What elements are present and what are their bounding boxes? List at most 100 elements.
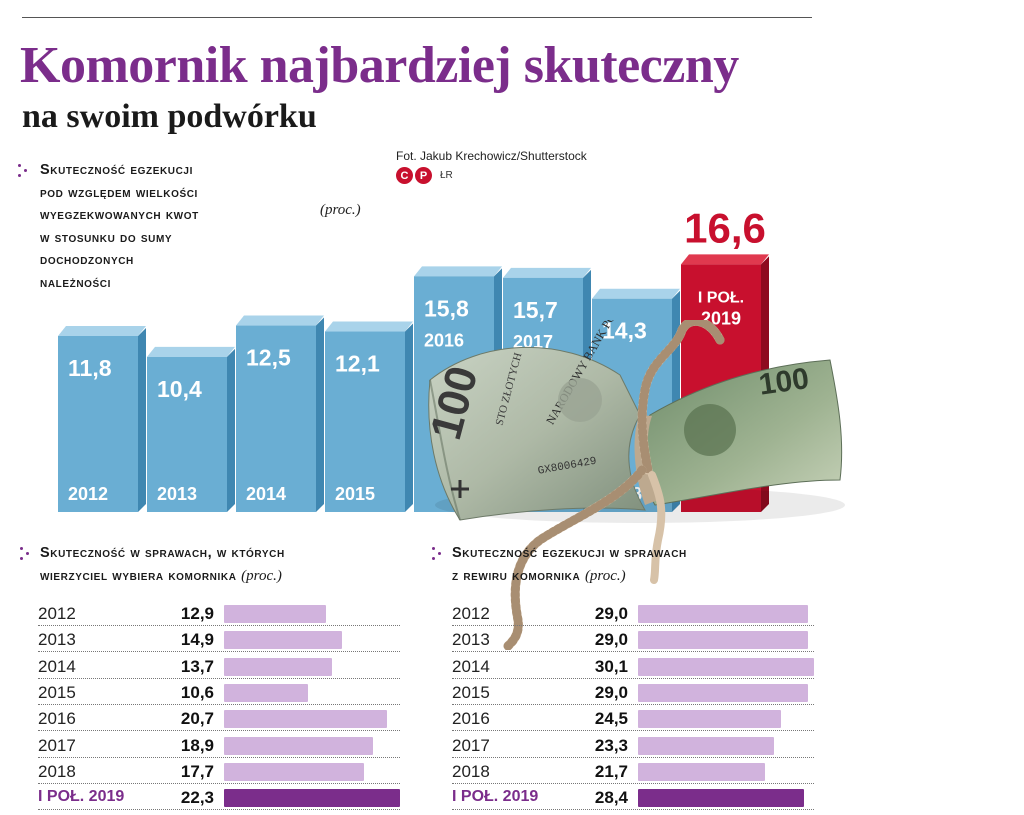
bar-category-label: 2013	[452, 630, 490, 650]
bar-front	[58, 336, 138, 512]
dotted-leader	[452, 625, 814, 626]
bar-row: 2016 20,7	[38, 709, 400, 732]
bar-row: 2017 18,9	[38, 736, 400, 758]
bar-top	[592, 288, 680, 299]
bar-top	[414, 266, 502, 277]
bar-category-label: 2018	[38, 761, 76, 781]
dotted-leader	[38, 703, 400, 705]
main-chart-title-line: w stosunku do sumy	[40, 229, 173, 246]
bar-row: 2014 30,1	[452, 657, 814, 679]
bar	[638, 605, 808, 623]
bar	[638, 631, 808, 650]
bar-category-label: 2016	[452, 709, 490, 729]
bar-row: 2016 24,5	[452, 709, 814, 732]
chart-right-unit: (proc.)	[584, 567, 626, 584]
bar-row: 2012 29,0	[452, 604, 814, 626]
bar	[224, 683, 308, 702]
bar-value-label: 12,5	[246, 345, 291, 371]
bar-row: 2018 21,7	[452, 762, 814, 784]
bar-row: 2018 17,7	[38, 762, 400, 784]
bar-front	[147, 356, 227, 512]
bar-top	[147, 346, 235, 357]
main-chart-title-line: pod względem wielkości	[40, 184, 198, 201]
bar	[224, 710, 388, 729]
copyright-icon: C	[396, 167, 413, 184]
bar-side	[405, 323, 413, 512]
dotted-leader	[38, 625, 400, 626]
chart-right: 2012 29,0 2013 29,0 2014 30,1 2015 29,0 2016 24,5…	[452, 604, 814, 814]
bullet-icon	[18, 164, 30, 178]
bar-value-label: 21,7	[594, 761, 628, 781]
dotted-leader	[452, 651, 814, 653]
bar-category-label: 2015	[38, 682, 76, 702]
bar-category-label: 2014	[452, 656, 490, 676]
bar	[224, 762, 364, 781]
chart-left-title-line1: Skuteczność w sprawach, w których	[40, 545, 285, 561]
dotted-leader	[452, 730, 814, 732]
bar-row: 2014 13,7	[38, 657, 400, 679]
dotted-leader	[452, 677, 814, 679]
bullet-icon	[20, 547, 32, 561]
bar-category-label: 2015	[335, 484, 375, 504]
phonogram-icon: P	[415, 167, 432, 184]
bar	[236, 315, 324, 512]
bar	[224, 736, 374, 755]
bar	[224, 657, 333, 676]
bar-row: I POŁ. 2019 28,4	[452, 788, 814, 811]
bar-category-label: 2012	[452, 604, 490, 623]
bar-front	[236, 325, 316, 512]
dotted-leader	[38, 730, 400, 732]
dotted-leader	[38, 809, 400, 811]
bar-row: 2015 29,0	[452, 683, 814, 705]
main-chart-title-line: należności	[40, 274, 111, 291]
bar-value-label: 17,7	[180, 761, 214, 781]
dotted-leader	[38, 651, 400, 653]
bar-category-label: 2017	[38, 735, 76, 755]
bar-category-label: I POŁ. 2019	[452, 788, 539, 806]
bar	[58, 326, 146, 512]
copyright-marks: C P ŁR	[396, 167, 453, 184]
bar-value-label: 13,7	[180, 656, 214, 676]
bar-value-label: 22,3	[180, 788, 214, 808]
bullet-icon	[432, 547, 444, 561]
dotted-leader	[38, 782, 400, 784]
bar-value-label: 12,1	[335, 351, 380, 377]
bar-row: 2015 10,6	[38, 683, 400, 705]
bar-value-label: 14,3	[602, 318, 647, 344]
bar-value-label: 18,9	[180, 735, 214, 755]
bar-value-label: 15,7	[513, 297, 558, 323]
bar	[638, 710, 782, 729]
dotted-leader	[38, 756, 400, 758]
bar-category-label: I POŁ. 2019	[38, 788, 125, 806]
bar-value-label: 24,5	[594, 709, 628, 729]
bar-category-label: 2017	[452, 735, 490, 755]
page-subtitle: na swoim podwórku	[22, 98, 317, 135]
bar	[224, 605, 326, 623]
bar	[325, 321, 413, 512]
banknote-illustration: 100 STO ZŁOTYCH NARODOWY BANK POLSKI GX8…	[421, 320, 845, 650]
author-initials: ŁR	[440, 170, 453, 181]
main-chart-title-line: Skuteczność egzekucji	[40, 162, 193, 178]
bar-value-label: 29,0	[594, 682, 628, 702]
bar-top	[236, 315, 324, 326]
banknote-denomination-right: 100	[757, 362, 811, 402]
bar	[638, 762, 765, 781]
bar	[147, 346, 235, 512]
bar-category-label: 2016	[38, 709, 76, 729]
bar	[638, 789, 805, 808]
bar-top	[325, 321, 413, 332]
bar-value-label: 29,0	[594, 604, 628, 623]
bar-top	[58, 326, 146, 336]
bar-category-label: 2014	[246, 484, 286, 504]
bar-value-label: 30,1	[594, 656, 628, 676]
bar-value-label: 29,0	[594, 630, 628, 650]
bar-value-label: 20,7	[180, 709, 214, 729]
bar-front	[325, 331, 405, 512]
bar	[638, 683, 808, 702]
bar-category-label: 2017	[513, 332, 553, 352]
dotted-leader	[38, 677, 400, 679]
chart-left-title: Skuteczność w sprawach, w których wierzy…	[40, 542, 285, 587]
top-rule	[22, 17, 812, 18]
photo-credit: Fot. Jakub Krechowicz/Shutterstock	[396, 149, 587, 163]
bar-category-label: 2015	[452, 682, 490, 702]
